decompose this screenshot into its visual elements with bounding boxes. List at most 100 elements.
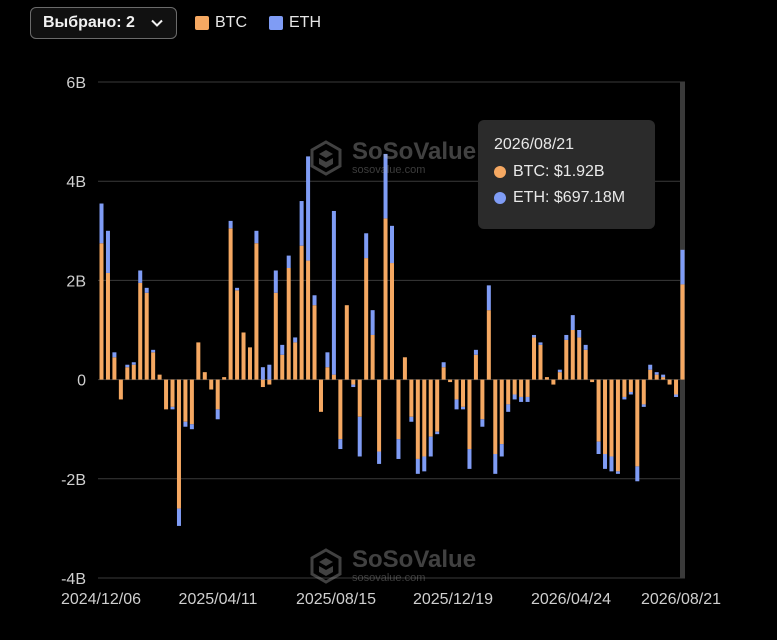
bar-btc[interactable] — [306, 260, 311, 380]
bar-eth[interactable] — [486, 285, 491, 311]
bar-eth[interactable] — [235, 287, 240, 291]
bar-eth[interactable] — [454, 399, 459, 410]
bar-btc[interactable] — [396, 379, 401, 440]
bar-eth[interactable] — [357, 416, 362, 457]
bar-btc[interactable] — [105, 272, 110, 380]
bar-btc[interactable] — [222, 377, 227, 380]
bar-btc[interactable] — [183, 379, 188, 422]
bar-btc[interactable] — [351, 379, 356, 385]
bar-eth[interactable] — [674, 394, 679, 397]
bar-eth[interactable] — [228, 220, 233, 229]
bar-btc[interactable] — [641, 379, 646, 405]
bar-btc[interactable] — [364, 258, 369, 380]
bar-eth[interactable] — [125, 364, 130, 368]
bar-btc[interactable] — [499, 379, 504, 445]
bar-btc[interactable] — [402, 357, 407, 380]
bar-eth[interactable] — [512, 394, 517, 400]
bar-btc[interactable] — [564, 339, 569, 380]
bar-btc[interactable] — [448, 379, 453, 383]
bar-btc[interactable] — [228, 228, 233, 380]
bar-btc[interactable] — [157, 374, 162, 380]
bar-eth[interactable] — [428, 436, 433, 457]
bar-btc[interactable] — [280, 354, 285, 380]
bar-eth[interactable] — [138, 270, 143, 283]
bar-eth[interactable] — [480, 419, 485, 427]
bar-btc[interactable] — [680, 284, 685, 380]
bar-btc[interactable] — [99, 243, 104, 380]
bar-btc[interactable] — [138, 282, 143, 380]
bar-btc[interactable] — [247, 347, 252, 380]
bar-btc[interactable] — [603, 379, 608, 454]
bar-btc[interactable] — [293, 342, 298, 380]
bar-eth[interactable] — [570, 315, 575, 330]
bar-eth[interactable] — [351, 384, 356, 388]
bar-eth[interactable] — [583, 344, 588, 350]
bar-btc[interactable] — [357, 379, 362, 417]
bar-eth[interactable] — [557, 369, 562, 373]
bar-btc[interactable] — [151, 352, 156, 380]
bar-btc[interactable] — [609, 379, 614, 457]
bar-btc[interactable] — [519, 379, 524, 397]
bar-btc[interactable] — [422, 379, 427, 457]
bar-eth[interactable] — [383, 153, 388, 219]
bar-eth[interactable] — [293, 337, 298, 343]
bar-btc[interactable] — [299, 245, 304, 380]
bar-btc[interactable] — [383, 218, 388, 380]
bar-eth[interactable] — [306, 156, 311, 261]
bar-btc[interactable] — [661, 377, 666, 380]
bar-eth[interactable] — [254, 230, 259, 244]
bar-btc[interactable] — [112, 357, 117, 380]
bar-eth[interactable] — [648, 364, 653, 370]
bar-eth[interactable] — [435, 431, 440, 435]
bar-btc[interactable] — [176, 379, 181, 509]
bar-btc[interactable] — [170, 379, 175, 407]
bar-eth[interactable] — [532, 334, 537, 338]
bar-btc[interactable] — [506, 379, 511, 405]
bar-eth[interactable] — [189, 424, 194, 430]
bar-eth[interactable] — [144, 287, 149, 293]
bar-btc[interactable] — [480, 379, 485, 420]
bar-btc[interactable] — [667, 379, 672, 385]
series-selector-dropdown[interactable]: Выбрано: 2 — [30, 7, 177, 39]
bar-btc[interactable] — [344, 305, 349, 380]
bar-eth[interactable] — [396, 439, 401, 459]
bar-btc[interactable] — [286, 268, 291, 380]
bar-btc[interactable] — [461, 379, 466, 407]
bar-btc[interactable] — [615, 379, 620, 472]
bar-eth[interactable] — [661, 374, 666, 378]
bar-btc[interactable] — [654, 374, 659, 380]
bar-btc[interactable] — [215, 379, 220, 410]
bar-eth[interactable] — [370, 310, 375, 335]
bar-eth[interactable] — [628, 392, 633, 395]
bar-eth[interactable] — [519, 396, 524, 402]
bar-eth[interactable] — [390, 225, 394, 264]
bar-btc[interactable] — [189, 379, 194, 425]
bar-eth[interactable] — [183, 421, 188, 427]
legend-item-btc[interactable]: BTC — [195, 14, 247, 32]
bar-btc[interactable] — [532, 337, 537, 380]
bar-eth[interactable] — [615, 471, 620, 474]
bar-eth[interactable] — [364, 233, 369, 259]
bar-btc[interactable] — [635, 379, 640, 467]
bar-btc[interactable] — [428, 379, 433, 437]
bar-eth[interactable] — [325, 352, 330, 368]
bar-eth[interactable] — [338, 439, 343, 450]
bar-btc[interactable] — [577, 337, 582, 380]
bar-btc[interactable] — [648, 369, 653, 380]
bar-btc[interactable] — [273, 292, 278, 380]
bar-eth[interactable] — [538, 342, 543, 345]
bar-btc[interactable] — [551, 379, 556, 385]
bar-eth[interactable] — [151, 349, 156, 353]
bar-btc[interactable] — [467, 379, 472, 450]
bar-btc[interactable] — [254, 243, 259, 380]
bar-eth[interactable] — [176, 508, 181, 526]
bar-eth[interactable] — [131, 362, 136, 365]
bar-btc[interactable] — [628, 379, 633, 392]
bar-eth[interactable] — [641, 404, 646, 407]
bar-btc[interactable] — [570, 330, 575, 380]
bar-btc[interactable] — [590, 379, 595, 383]
bar-eth[interactable] — [635, 466, 640, 482]
bar-eth[interactable] — [506, 404, 511, 412]
bar-btc[interactable] — [125, 367, 130, 380]
bar-eth[interactable] — [105, 230, 110, 273]
